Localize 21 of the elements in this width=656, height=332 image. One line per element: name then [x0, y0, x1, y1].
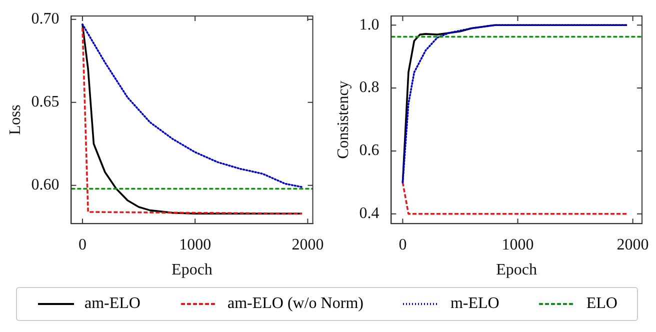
x-tick-label: 0 — [398, 236, 407, 254]
x-tick-label: 1000 — [179, 236, 212, 254]
x-tick-label: 2000 — [292, 236, 324, 254]
legend-label: am-ELO (w/o Norm) — [228, 295, 364, 313]
legend-label: ELO — [586, 295, 618, 313]
y-tick-label: 0.65 — [31, 94, 60, 111]
y-tick-label: 0.60 — [31, 176, 60, 194]
y-tick-label: 0.4 — [359, 205, 380, 222]
x-axis-title: Epoch — [496, 262, 538, 279]
x-tick-label: 2000 — [616, 236, 649, 254]
y-tick-label: 0.6 — [359, 142, 380, 160]
legend-label: am-ELO — [84, 295, 140, 313]
y-axis-title: Consistency — [334, 80, 352, 159]
x-tick-label: 0 — [78, 236, 86, 254]
legend-label: m-ELO — [450, 295, 500, 313]
x-tick-label: 1000 — [502, 236, 534, 254]
x-axis-title: Epoch — [172, 262, 212, 279]
y-tick-label: 0.8 — [359, 79, 380, 96]
y-tick-label: 0.70 — [31, 10, 60, 28]
y-axis-title: Loss — [6, 104, 24, 135]
y-tick-label: 1.0 — [359, 16, 380, 34]
